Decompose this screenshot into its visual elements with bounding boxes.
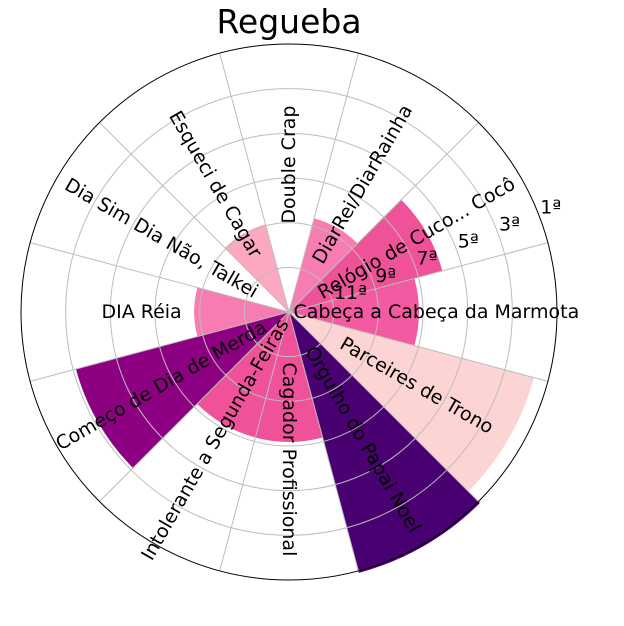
category-label-3: Double Crap bbox=[278, 106, 300, 224]
category-label-9: Cagador Profissional bbox=[278, 362, 300, 556]
grid-spoke-3 bbox=[219, 53, 290, 313]
grid-spoke-6 bbox=[30, 311, 290, 382]
radial-tick-label-5: 1ª bbox=[540, 196, 561, 218]
category-label-6: DIA Réia bbox=[101, 301, 181, 323]
bars-layer bbox=[75, 199, 534, 573]
grid-spoke-7 bbox=[99, 311, 290, 502]
grid-spoke-4 bbox=[99, 122, 290, 313]
bar-2 bbox=[289, 218, 358, 312]
radial-tick-label-0: 11ª bbox=[334, 282, 367, 304]
bar-1 bbox=[289, 199, 443, 312]
outer-circle bbox=[20, 43, 558, 581]
radial-tick-label-4: 3ª bbox=[499, 214, 520, 236]
chart-title: Regueba bbox=[216, 2, 361, 41]
bar-6 bbox=[194, 287, 289, 337]
radial-tick-label-1: 9ª bbox=[375, 265, 396, 287]
grid-spoke-5 bbox=[30, 242, 290, 313]
grid-spoke-8 bbox=[219, 311, 290, 571]
grid-circle-1 bbox=[243, 266, 335, 358]
grid-circle-4 bbox=[109, 132, 469, 492]
grid-spoke-9 bbox=[288, 311, 359, 571]
bar-4 bbox=[224, 224, 289, 312]
bar-9 bbox=[255, 312, 323, 442]
category-label-0: Cabeça a Cabeça da Marmota bbox=[294, 301, 580, 323]
grid-spoke-0 bbox=[288, 242, 548, 313]
grid-spoke-10 bbox=[288, 311, 479, 502]
grid-spoke-1 bbox=[288, 122, 479, 313]
grid-spoke-2 bbox=[288, 53, 359, 313]
bar-10 bbox=[289, 312, 480, 573]
bar-11 bbox=[289, 312, 534, 492]
bar-7 bbox=[75, 312, 290, 468]
radial-tick-label-3: 5ª bbox=[458, 231, 479, 253]
bar-0 bbox=[289, 278, 419, 346]
grid-circle-5 bbox=[65, 88, 513, 536]
bar-8 bbox=[197, 312, 289, 438]
radial-tick-label-2: 7ª bbox=[417, 248, 438, 270]
grid-circle-2 bbox=[199, 222, 379, 402]
grid-circle-3 bbox=[154, 177, 424, 447]
grid-layer bbox=[20, 43, 558, 581]
grid-spoke-11 bbox=[288, 311, 548, 382]
